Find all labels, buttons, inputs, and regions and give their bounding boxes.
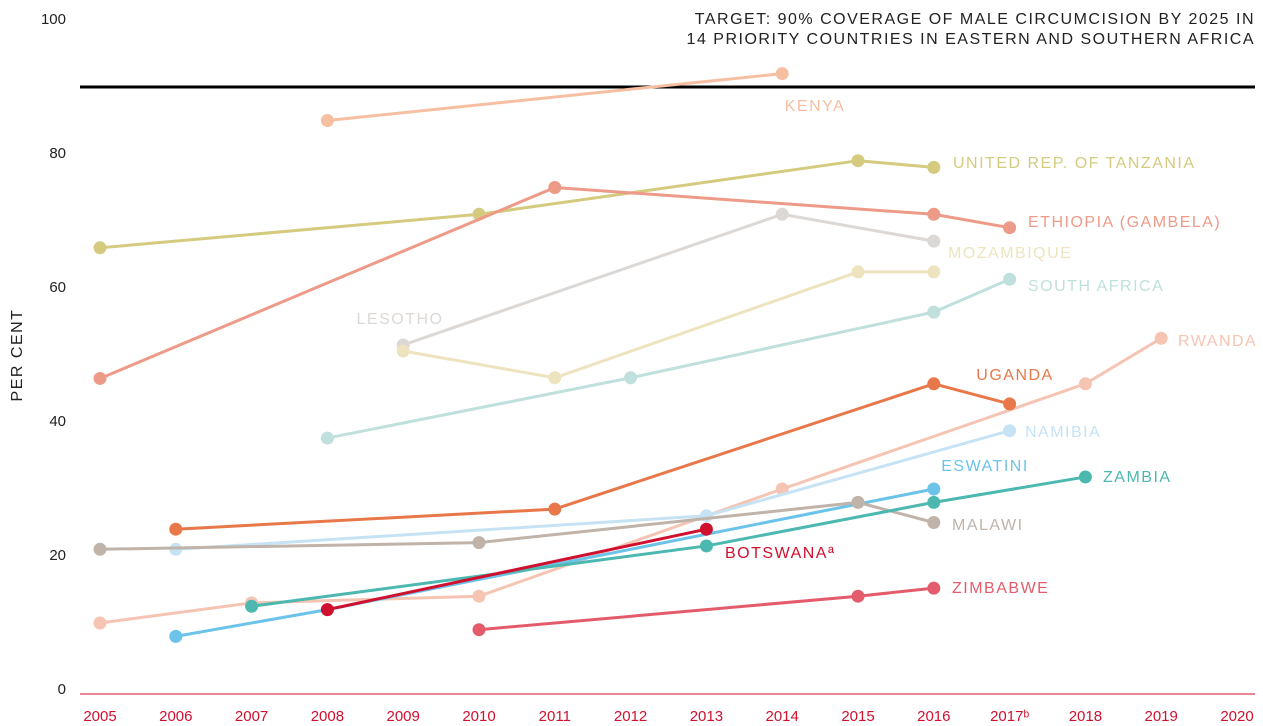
- series-label: ZIMBABWE: [952, 580, 1049, 597]
- data-point: [851, 589, 865, 603]
- data-point: [1078, 377, 1092, 391]
- series-line: [402, 212, 935, 347]
- y-tick-label: 40: [49, 413, 66, 430]
- data-point: [93, 241, 107, 255]
- data-point: [927, 207, 941, 221]
- y-tick-label: 60: [49, 279, 66, 296]
- x-tick-label: 2008: [311, 708, 344, 725]
- y-tick-label: 80: [49, 145, 66, 162]
- data-point: [927, 495, 941, 509]
- series-line: [99, 159, 934, 250]
- series-label: NAMIBIA: [1025, 424, 1101, 441]
- series-label: LESOTHO: [357, 311, 444, 328]
- series-line: [478, 586, 934, 632]
- data-point: [320, 114, 334, 127]
- x-tick-label: 2006: [159, 708, 192, 725]
- data-point: [1154, 331, 1168, 345]
- x-tick-label: 2019: [1145, 708, 1178, 725]
- data-point: [927, 305, 941, 319]
- data-point: [548, 371, 562, 385]
- series-label: SOUTH AFRICA: [1028, 278, 1164, 295]
- y-tick-label: 0: [58, 681, 66, 698]
- data-point: [396, 344, 410, 358]
- y-axis-label: PER CENT: [9, 309, 26, 402]
- data-point: [927, 581, 941, 595]
- data-point: [93, 371, 107, 385]
- series-label: ZAMBIA: [1103, 469, 1172, 486]
- data-point: [624, 371, 638, 385]
- x-tick-label: 2007: [235, 708, 268, 725]
- data-point: [1003, 424, 1017, 438]
- series-label: ETHIOPIA (GAMBELA): [1028, 214, 1221, 231]
- series-line: [99, 500, 935, 551]
- series-line: [327, 72, 783, 122]
- x-tick-label: 2009: [387, 708, 420, 725]
- chart-title: TARGET: 90% COVERAGE OF MALE CIRCUMCISIO…: [695, 11, 1255, 28]
- data-point: [93, 542, 107, 556]
- data-point: [93, 616, 107, 630]
- data-point: [927, 482, 941, 496]
- series-label: RWANDA: [1178, 333, 1257, 350]
- series-label: BOTSWANAª: [725, 545, 835, 562]
- x-tick-label: 2017ᵇ: [990, 708, 1029, 725]
- series-label: MOZAMBIQUE: [948, 245, 1072, 262]
- data-point: [1078, 470, 1092, 484]
- data-point: [169, 522, 183, 536]
- x-tick-label: 2014: [766, 708, 799, 725]
- data-point: [472, 623, 486, 637]
- data-point: [245, 599, 259, 613]
- series-line: [327, 527, 707, 612]
- data-point: [169, 629, 183, 643]
- x-tick-label: 2013: [690, 708, 723, 725]
- data-point: [927, 160, 941, 174]
- series-label: UNITED REP. OF TANZANIA: [953, 155, 1196, 172]
- series-label: UGANDA: [976, 367, 1053, 384]
- data-point: [1003, 397, 1017, 411]
- data-point: [775, 67, 789, 81]
- x-tick-label: 2012: [614, 708, 647, 725]
- x-tick-label: 2016: [917, 708, 950, 725]
- y-tick-label: 20: [49, 547, 66, 564]
- data-point: [927, 234, 941, 248]
- data-point: [320, 603, 334, 617]
- series-line: [99, 185, 1010, 380]
- x-tick-label: 2010: [462, 708, 495, 725]
- data-point: [775, 207, 789, 221]
- series-line: [402, 270, 934, 380]
- data-point: [548, 502, 562, 516]
- series-label: KENYA: [785, 98, 846, 115]
- series-line: [99, 336, 1162, 625]
- data-point: [851, 154, 865, 168]
- series-label: MALAWI: [952, 517, 1024, 534]
- x-tick-label: 2005: [83, 708, 116, 725]
- data-point: [1003, 221, 1017, 235]
- data-point: [927, 265, 941, 279]
- data-point: [472, 589, 486, 603]
- data-point: [699, 522, 713, 536]
- data-point: [851, 265, 865, 279]
- data-point: [548, 181, 562, 194]
- series-line: [327, 277, 1011, 440]
- y-tick-label: 100: [41, 11, 66, 28]
- chart-title: 14 PRIORITY COUNTRIES IN EASTERN AND SOU…: [687, 31, 1255, 48]
- data-point: [927, 377, 941, 391]
- series-label: ESWATINI: [941, 458, 1029, 475]
- x-tick-label: 2011: [539, 708, 571, 725]
- data-point: [699, 539, 713, 553]
- x-tick-label: 2020: [1220, 708, 1253, 725]
- data-point: [320, 431, 334, 445]
- data-point: [1003, 272, 1017, 286]
- series-line: [175, 382, 1010, 531]
- x-tick-label: 2015: [841, 708, 874, 725]
- data-point: [851, 495, 865, 509]
- data-point: [927, 516, 941, 529]
- x-tick-label: 2018: [1069, 708, 1102, 725]
- data-point: [472, 536, 486, 550]
